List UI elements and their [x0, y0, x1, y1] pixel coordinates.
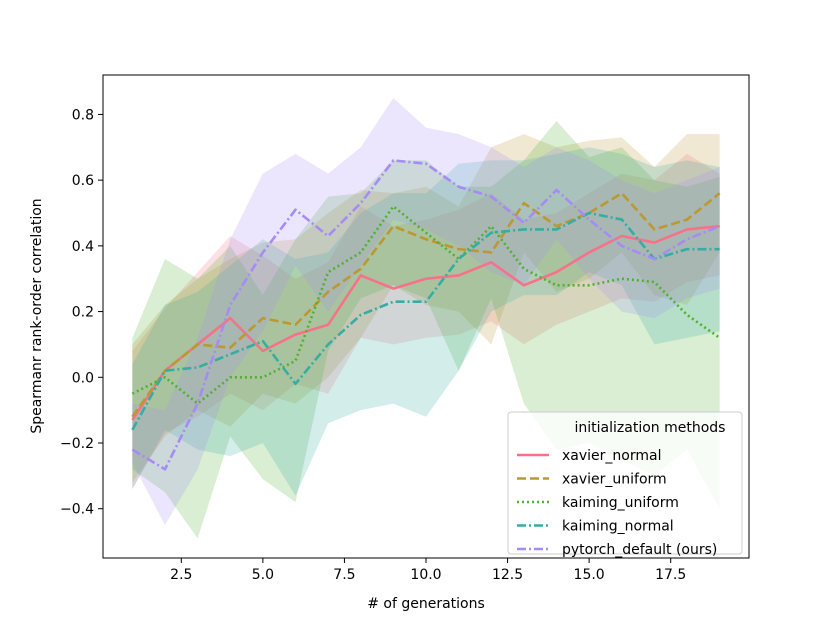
y-axis: −0.4 −0.2 0.0 0.2 0.4 0.6 0.8 [60, 107, 103, 518]
y-axis-label: Spearmanr rank-order correlation [29, 198, 45, 433]
x-axis: 2.5 5.0 7.5 10.0 12.5 15.0 17.5 [170, 558, 686, 583]
series-lines [131, 159, 721, 471]
y-tick-label: 0.2 [72, 305, 94, 321]
x-axis-label: # of generations [367, 596, 485, 612]
x-tick-label: 12.5 [492, 567, 523, 583]
legend-box [507, 411, 743, 555]
legend-label: kaiming_normal [562, 519, 674, 535]
legend-title: initialization methods [575, 420, 726, 436]
y-tick-label: −0.4 [60, 502, 94, 518]
series-line-4 [131, 159, 721, 471]
y-tick-label: 0.8 [72, 107, 94, 123]
y-tick-label: 0.0 [72, 370, 94, 386]
x-tick-label: 5.0 [252, 567, 274, 583]
x-tick-label: 7.5 [333, 567, 355, 583]
confidence-band-0 [132, 153, 720, 489]
confidence-band-3 [132, 147, 720, 496]
legend-label: kaiming_uniform [562, 495, 679, 511]
legend-label: xavier_uniform [562, 472, 667, 488]
legend-label: xavier_normal [562, 448, 661, 464]
x-tick-label: 17.5 [655, 567, 686, 583]
x-tick-label: 2.5 [170, 567, 192, 583]
legend-items: xavier_normal xavier_uniform kaiming_unifo… [517, 448, 717, 558]
y-tick-label: 0.6 [72, 173, 94, 189]
series-line-2 [131, 205, 721, 405]
y-tick-label: −0.2 [60, 436, 94, 452]
series-line-0 [131, 224, 720, 421]
y-tick-label: 0.4 [72, 239, 94, 255]
series-line-3 [131, 211, 720, 431]
x-tick-label: 15.0 [574, 567, 605, 583]
legend-label: pytorch_default (ours) [562, 542, 717, 558]
legend: initialization methods xavier_normalxavi… [507, 411, 743, 558]
confidence-band-4 [132, 98, 720, 526]
series-line-1 [131, 191, 721, 418]
x-tick-label: 10.0 [410, 567, 441, 583]
